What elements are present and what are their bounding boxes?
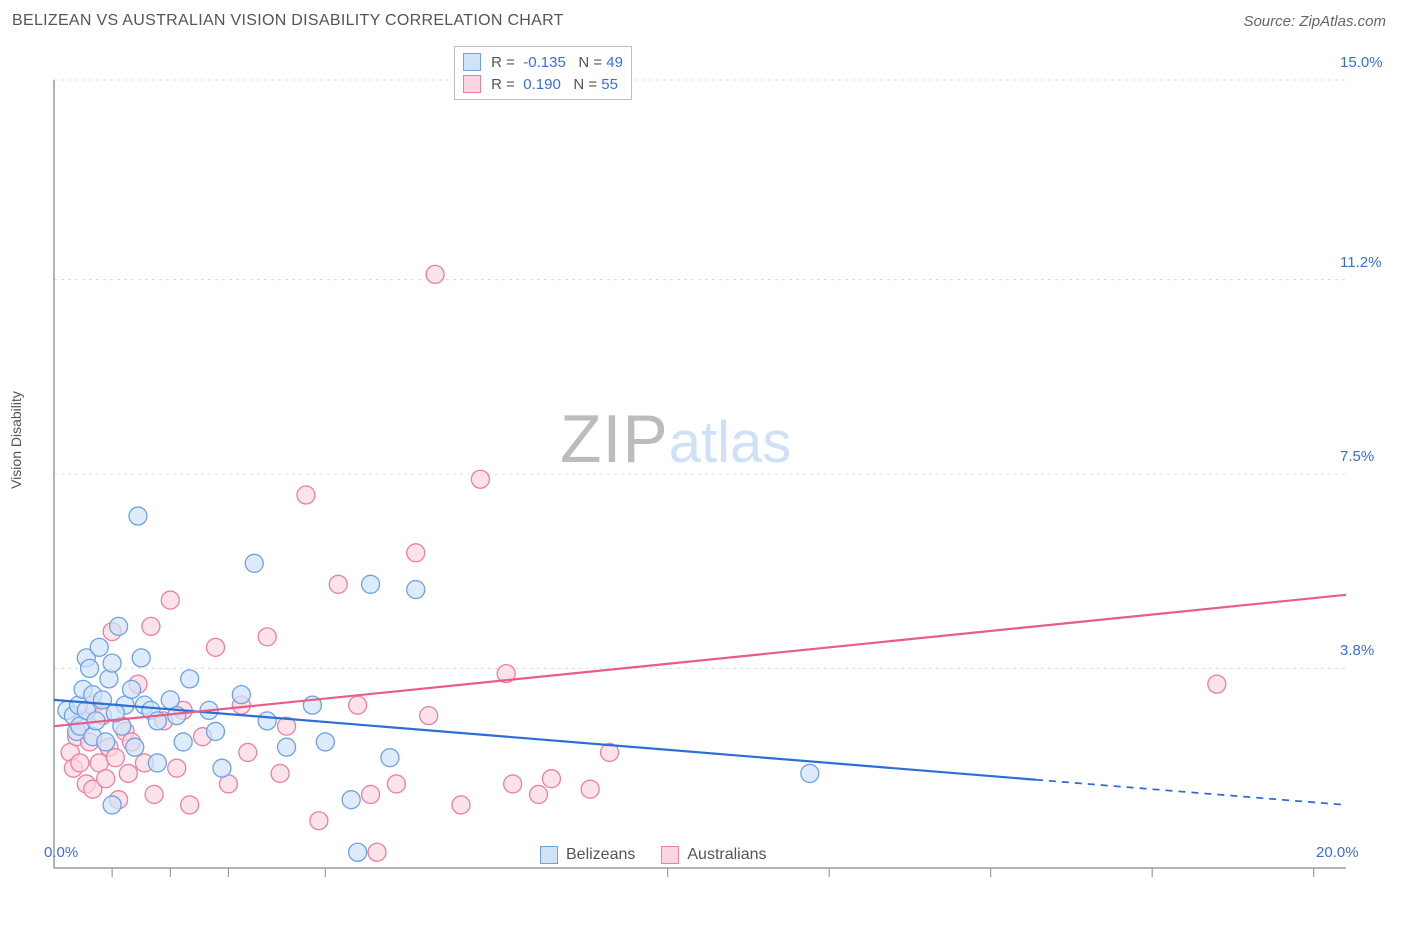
stats-legend-row: R = 0.190 N = 55 [463,73,623,95]
chart-source: Source: ZipAtlas.com [1243,13,1386,30]
legend-swatch [661,846,679,864]
stats-legend-text: R = 0.190 N = 55 [487,76,618,93]
series-legend-item: Australians [661,846,766,864]
series-legend-label: Australians [687,846,766,864]
correlation-scatter-chart [0,36,1406,928]
series-legend-label: Belizeans [566,846,635,864]
y-axis-label: Vision Disability [8,391,24,489]
y-axis-tick-label: 3.8% [1340,642,1374,659]
stats-legend: R = -0.135 N = 49 R = 0.190 N = 55 [454,46,632,100]
y-axis-tick-label: 7.5% [1340,448,1374,465]
legend-swatch [463,53,481,71]
legend-swatch [540,846,558,864]
chart-header: BELIZEAN VS AUSTRALIAN VISION DISABILITY… [0,0,1406,36]
x-axis-max-label: 20.0% [1316,844,1359,861]
series-legend: Belizeans Australians [540,846,767,864]
chart-title: BELIZEAN VS AUSTRALIAN VISION DISABILITY… [12,12,564,30]
y-axis-tick-label: 11.2% [1340,254,1381,271]
stats-legend-text: R = -0.135 N = 49 [487,54,623,71]
series-legend-item: Belizeans [540,846,635,864]
x-axis-min-label: 0.0% [44,844,78,861]
legend-swatch [463,75,481,93]
stats-legend-row: R = -0.135 N = 49 [463,51,623,73]
y-axis-tick-label: 15.0% [1340,54,1383,71]
